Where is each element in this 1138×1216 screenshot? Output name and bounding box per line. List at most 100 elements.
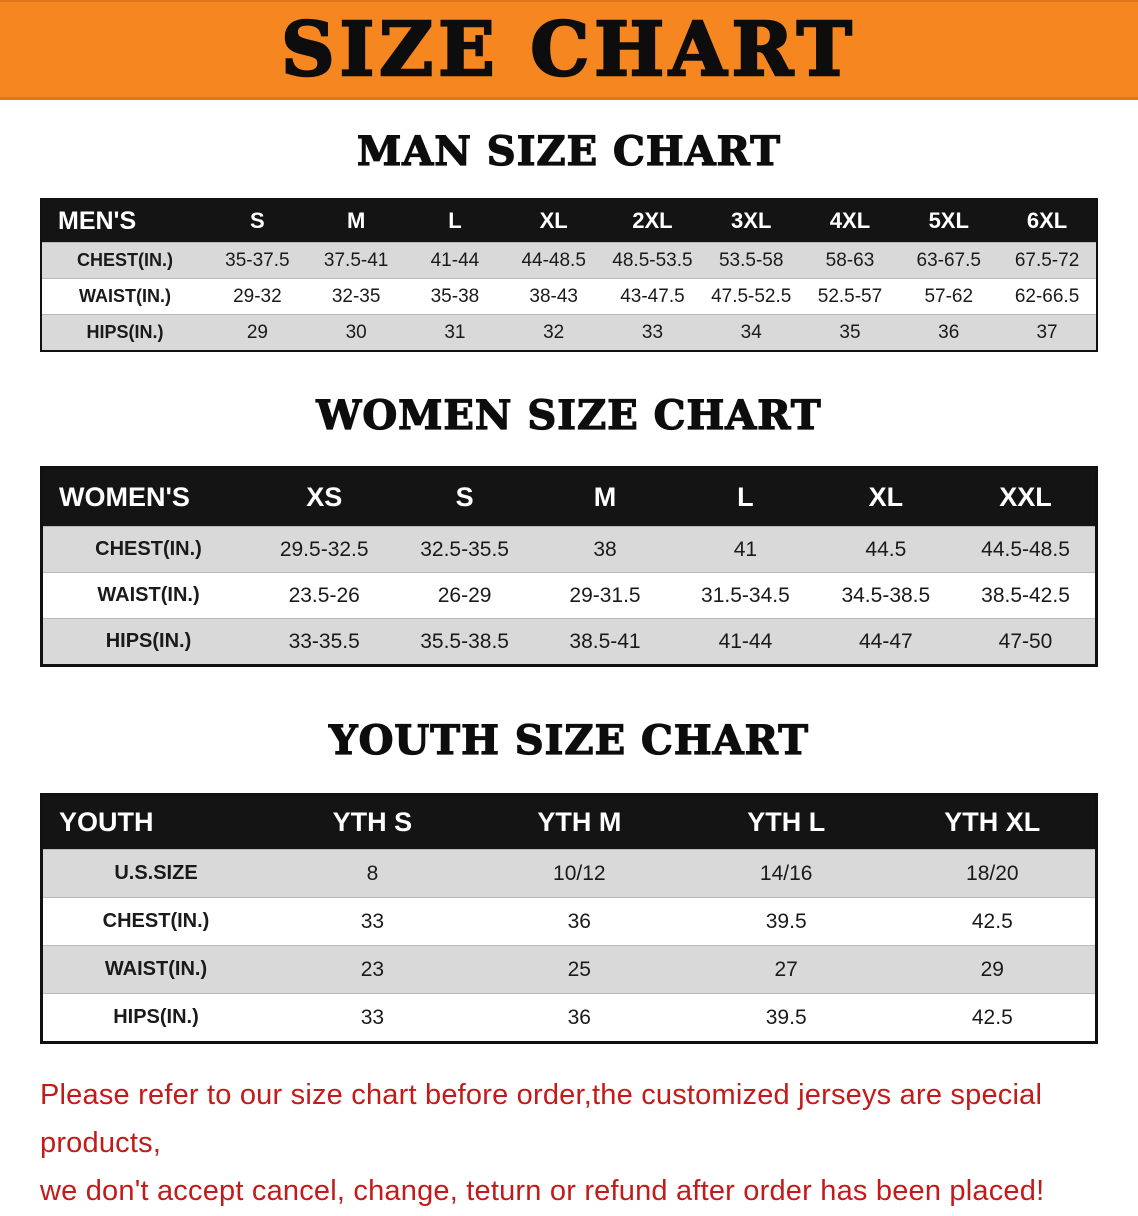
size-value-cell: 37 bbox=[1036, 321, 1058, 343]
size-column-header: XL bbox=[539, 208, 568, 233]
disclaimer-line-1: Please refer to our size chart before or… bbox=[40, 1079, 1043, 1159]
size-value-cell: 58-63 bbox=[825, 249, 875, 271]
size-value-cell: 31.5-34.5 bbox=[701, 583, 790, 607]
size-value-cell: 33 bbox=[641, 321, 664, 343]
size-value-cell: 42.5 bbox=[971, 909, 1013, 933]
size-value-cell: 29 bbox=[246, 321, 268, 343]
size-value-cell: 48.5-53.5 bbox=[612, 249, 693, 271]
size-column-header: L bbox=[448, 208, 462, 233]
size-column-header: M bbox=[346, 208, 366, 233]
size-value-cell: 53.5-58 bbox=[718, 249, 784, 271]
size-value-cell: 34 bbox=[740, 321, 762, 343]
size-column-header: M bbox=[593, 482, 617, 512]
table-row: HIPS(IN.) 33 36 39.5 42.5 bbox=[41, 993, 1097, 1043]
size-value-cell: 36 bbox=[567, 1005, 591, 1029]
size-value-cell: 32 bbox=[543, 321, 565, 343]
size-value-cell: 38-43 bbox=[529, 285, 578, 307]
row-label: CHEST(IN.) bbox=[102, 910, 210, 932]
row-label: CHEST(IN.) bbox=[95, 538, 202, 560]
table-row: CHEST(IN.) 33 36 39.5 42.5 bbox=[41, 897, 1097, 946]
row-label: WAIST(IN.) bbox=[104, 958, 208, 980]
size-value-cell: 35.5-38.5 bbox=[420, 629, 509, 653]
size-value-cell: 33 bbox=[360, 1005, 385, 1029]
size-value-cell: 41-44 bbox=[430, 249, 480, 271]
row-label: CHEST(IN.) bbox=[77, 250, 173, 270]
size-value-cell: 47.5-52.5 bbox=[711, 285, 792, 307]
size-value-cell: 44-48.5 bbox=[521, 249, 586, 271]
table-row: CHEST(IN.) 29.5-32.5 32.5-35.5 38 41 44.5 44.5… bbox=[41, 526, 1097, 573]
youth-section-heading: YOUTH SIZE CHART bbox=[328, 717, 809, 764]
men-size-table: MEN'S S M L XL 2XL 3XL 4XL 5XL 6XL CHEST(IN.) 35-37… bbox=[40, 198, 1098, 352]
size-value-cell: 44-47 bbox=[858, 629, 913, 653]
size-value-cell: 23.5-26 bbox=[288, 583, 360, 607]
size-chart-banner: SIZE CHART bbox=[0, 0, 1138, 100]
size-column-header: YTH XL bbox=[944, 807, 1041, 837]
size-column-header: L bbox=[737, 482, 754, 512]
men-header-row: MEN'S S M L XL 2XL 3XL 4XL 5XL 6XL bbox=[41, 199, 1097, 243]
size-value-cell: 26-29 bbox=[437, 583, 492, 607]
size-value-cell: 57-62 bbox=[924, 285, 974, 307]
size-value-cell: 38.5-41 bbox=[569, 629, 641, 653]
size-value-cell: 35-38 bbox=[430, 285, 480, 307]
disclaimer-line-2: we don't accept cancel, change, teturn o… bbox=[40, 1174, 1045, 1207]
men-table-label: MEN'S bbox=[58, 206, 137, 235]
size-value-cell: 34.5-38.5 bbox=[841, 583, 931, 607]
row-label: WAIST(IN.) bbox=[97, 584, 200, 606]
size-column-header: XL bbox=[868, 482, 904, 512]
size-value-cell: 43-47.5 bbox=[620, 285, 685, 307]
women-table-label: WOMEN'S bbox=[59, 482, 190, 512]
size-value-cell: 41 bbox=[733, 537, 758, 561]
size-value-cell: 67.5-72 bbox=[1014, 249, 1080, 271]
table-row: WAIST(IN.) 23 25 27 29 bbox=[41, 945, 1097, 994]
men-section-heading: MAN SIZE CHART bbox=[356, 128, 781, 175]
disclaimer-text: Please refer to our size chart before or… bbox=[40, 1072, 1108, 1216]
size-value-cell: 30 bbox=[345, 321, 367, 343]
table-row: U.S.SIZE 8 10/12 14/16 18/20 bbox=[41, 849, 1097, 898]
row-label: HIPS(IN.) bbox=[113, 1006, 199, 1028]
size-value-cell: 42.5 bbox=[971, 1005, 1013, 1029]
size-value-cell: 31 bbox=[444, 321, 466, 343]
size-value-cell: 63-67.5 bbox=[916, 249, 981, 271]
women-size-table: WOMEN'S XS S M L XL XXL CHEST(IN.) 29.5-32.5 32.5… bbox=[40, 466, 1098, 667]
size-column-header: 5XL bbox=[928, 208, 969, 233]
size-value-cell: 29-31.5 bbox=[569, 583, 641, 607]
size-value-cell: 44.5-48.5 bbox=[981, 537, 1070, 561]
size-value-cell: 23 bbox=[360, 957, 385, 981]
size-value-cell: 10/12 bbox=[553, 861, 606, 885]
size-column-header: S bbox=[250, 208, 265, 233]
size-value-cell: 36 bbox=[567, 909, 591, 933]
youth-header-row: YOUTH YTH S YTH M YTH L YTH XL bbox=[41, 794, 1097, 850]
women-header-row: WOMEN'S XS S M L XL XXL bbox=[41, 467, 1097, 527]
size-value-cell: 47-50 bbox=[998, 629, 1053, 653]
women-section-heading: WOMEN SIZE CHART bbox=[316, 392, 822, 439]
row-label: WAIST(IN.) bbox=[79, 286, 171, 306]
size-value-cell: 8 bbox=[366, 861, 379, 885]
size-column-header: S bbox=[455, 482, 474, 512]
size-value-cell: 29.5-32.5 bbox=[279, 537, 369, 561]
size-value-cell: 32.5-35.5 bbox=[420, 537, 509, 561]
row-label: U.S.SIZE bbox=[114, 862, 198, 884]
size-value-cell: 35-37.5 bbox=[225, 249, 290, 271]
size-value-cell: 52.5-57 bbox=[817, 285, 883, 307]
table-row: WAIST(IN.) 29-32 32-35 35-38 38-43 43-47.5 47.… bbox=[41, 278, 1097, 315]
size-column-header: 4XL bbox=[829, 208, 871, 233]
size-column-header: XS bbox=[306, 482, 343, 512]
size-column-header: 3XL bbox=[731, 208, 772, 233]
size-value-cell: 36 bbox=[938, 321, 960, 343]
size-value-cell: 41-44 bbox=[718, 629, 773, 653]
size-column-header: 6XL bbox=[1026, 208, 1068, 233]
size-column-header: YTH S bbox=[332, 807, 413, 837]
table-row: CHEST(IN.) 35-37.5 37.5-41 41-44 44-48.5 48.5… bbox=[41, 242, 1097, 279]
size-value-cell: 27 bbox=[774, 957, 798, 981]
size-value-cell: 38.5-42.5 bbox=[981, 583, 1070, 607]
size-value-cell: 35 bbox=[839, 321, 861, 343]
size-value-cell: 38 bbox=[593, 537, 617, 561]
size-value-cell: 39.5 bbox=[765, 909, 807, 933]
size-column-header: YTH M bbox=[537, 807, 622, 837]
size-value-cell: 25 bbox=[567, 957, 591, 981]
row-label: HIPS(IN.) bbox=[86, 322, 164, 342]
size-value-cell: 32-35 bbox=[331, 285, 381, 307]
table-row: HIPS(IN.) 33-35.5 35.5-38.5 38.5-41 41-44 44-… bbox=[41, 618, 1097, 666]
size-value-cell: 39.5 bbox=[765, 1005, 807, 1029]
table-row: WAIST(IN.) 23.5-26 26-29 29-31.5 31.5-34.5 34… bbox=[41, 572, 1097, 619]
